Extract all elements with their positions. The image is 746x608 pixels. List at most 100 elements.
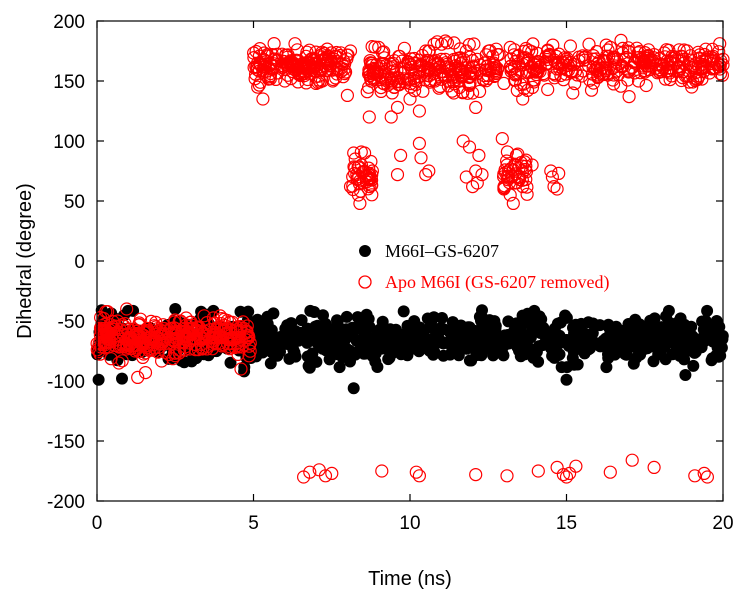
- data-point: [340, 88, 354, 103]
- data-point: [639, 78, 653, 93]
- data-point: [509, 148, 524, 162]
- data-point: [390, 63, 404, 78]
- data-point: [304, 350, 317, 363]
- data-point: [531, 464, 545, 478]
- data-point: [345, 329, 358, 342]
- data-point: [414, 151, 428, 165]
- data-point: [343, 180, 358, 194]
- data-point: [359, 347, 372, 360]
- data-point: [683, 344, 696, 357]
- data-point: [303, 465, 317, 479]
- data-point: [261, 310, 274, 323]
- data-point: [608, 59, 623, 73]
- data-point: [622, 89, 636, 104]
- data-point: [120, 302, 134, 316]
- data-point: [365, 188, 379, 202]
- data-point: [242, 305, 255, 318]
- data-point: [422, 164, 436, 178]
- data-point: [290, 43, 304, 57]
- data-point: [697, 466, 711, 480]
- data-point: [449, 338, 462, 351]
- data-point: [420, 60, 434, 74]
- data-point: [663, 332, 676, 345]
- data-point: [633, 318, 646, 331]
- y-tick-label: -50: [58, 312, 85, 333]
- data-point: [512, 161, 526, 175]
- data-point: [591, 68, 605, 82]
- data-point: [252, 64, 266, 78]
- data-point: [217, 322, 231, 336]
- data-point: [500, 158, 514, 172]
- data-point: [425, 315, 438, 327]
- data-point: [180, 332, 194, 347]
- data-point: [378, 68, 392, 82]
- data-point: [209, 325, 223, 340]
- data-point: [489, 42, 503, 56]
- data-point: [567, 57, 581, 72]
- data-point: [437, 349, 450, 362]
- data-point: [329, 50, 343, 64]
- data-point: [412, 469, 426, 483]
- data-point: [256, 92, 270, 106]
- data-point: [433, 59, 447, 74]
- data-point: [459, 170, 473, 184]
- data-point: [475, 168, 489, 182]
- data-point: [412, 104, 426, 118]
- data-point: [547, 180, 561, 194]
- data-point: [436, 312, 448, 324]
- data-point: [586, 52, 600, 66]
- data-point: [713, 67, 728, 81]
- data-point: [280, 337, 293, 350]
- data-point: [674, 49, 688, 63]
- data-point: [195, 324, 209, 339]
- data-point: [608, 55, 623, 69]
- data-point: [356, 176, 370, 190]
- data-point: [530, 345, 543, 358]
- y-tick-label: 150: [53, 72, 85, 93]
- data-point: [184, 315, 198, 329]
- data-point: [168, 349, 182, 363]
- data-point: [672, 60, 687, 74]
- data-point: [607, 68, 621, 82]
- data-point: [382, 353, 395, 366]
- data-point: [541, 82, 555, 97]
- data-point: [139, 346, 153, 360]
- data-point: [412, 136, 426, 150]
- data-point: [519, 172, 533, 186]
- data-point: [516, 92, 530, 106]
- data-point: [685, 320, 698, 333]
- x-tick-label: 20: [712, 513, 733, 534]
- data-point: [243, 336, 257, 350]
- x-tick-label: 0: [92, 513, 103, 534]
- data-point: [394, 148, 408, 162]
- data-point: [688, 72, 703, 86]
- x-tick-label: 5: [248, 513, 259, 534]
- data-point: [569, 459, 583, 473]
- data-point: [641, 327, 654, 340]
- data-point: [242, 349, 256, 363]
- data-point: [301, 336, 314, 349]
- data-point: [320, 344, 333, 357]
- data-point: [625, 453, 639, 467]
- data-point: [251, 313, 264, 326]
- y-tick-label: 50: [64, 192, 85, 213]
- data-point: [387, 80, 401, 94]
- data-point: [554, 316, 567, 329]
- data-point: [712, 326, 724, 339]
- data-point: [582, 37, 596, 51]
- data-point: [390, 100, 405, 115]
- data-point: [503, 40, 517, 55]
- data-point: [169, 327, 183, 341]
- data-point: [349, 348, 362, 361]
- data-point: [234, 362, 248, 376]
- data-point: [278, 74, 292, 88]
- data-point: [581, 330, 593, 343]
- data-point: [240, 324, 254, 338]
- x-axis-title: Time (ns): [368, 568, 452, 590]
- data-point: [338, 57, 352, 71]
- data-point: [331, 314, 343, 327]
- data-point: [240, 319, 254, 333]
- data-point: [502, 164, 516, 178]
- data-point: [333, 361, 346, 374]
